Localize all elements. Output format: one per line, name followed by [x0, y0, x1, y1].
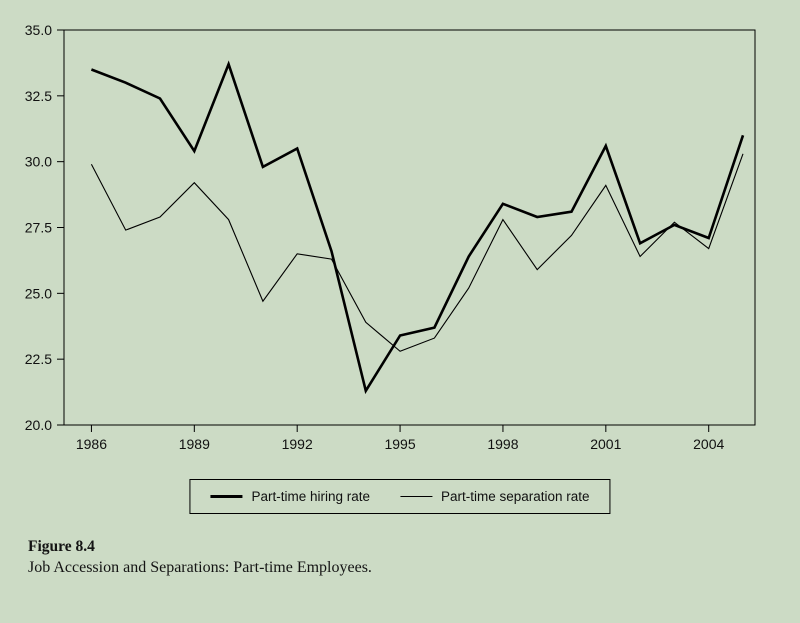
- legend-item-separation-rate: Part-time separation rate: [399, 489, 590, 504]
- thick-line-sample-icon: [210, 495, 243, 498]
- x-tick-label: 1989: [179, 436, 210, 452]
- legend-item-hiring-rate: Part-time hiring rate: [210, 489, 370, 504]
- legend-label: Part-time hiring rate: [251, 489, 370, 504]
- y-tick-label: 22.5: [25, 351, 52, 367]
- figure-number: Figure 8.4: [28, 538, 95, 555]
- plot-border: [63, 29, 756, 426]
- chart-legend: Part-time hiring rate Part-time separati…: [189, 479, 611, 514]
- y-tick-label: 32.5: [25, 88, 52, 104]
- figure-title: Job Accession and Separations: Part-time…: [28, 559, 372, 576]
- y-tick-label: 20.0: [25, 417, 52, 433]
- series-line-hiring: [90, 60, 745, 395]
- x-tick-label: 1986: [76, 436, 107, 452]
- y-tick-label: 27.5: [25, 220, 52, 236]
- legend-label: Part-time separation rate: [440, 489, 590, 504]
- series-line-separation: [90, 153, 744, 352]
- y-tick-label: 35.0: [25, 22, 52, 38]
- x-tick-label: 2004: [693, 436, 724, 452]
- x-tick-label: 1992: [282, 436, 313, 452]
- x-tick-label: 1995: [384, 436, 415, 452]
- x-tick-label: 2001: [590, 436, 621, 452]
- figure-caption-block: Figure 8.4 Job Accession and Separations…: [28, 538, 372, 577]
- x-tick-label: 1998: [487, 436, 518, 452]
- thin-line-sample-icon: [399, 496, 432, 497]
- line-chart: 35.0 32.5 30.0 27.5 25.0 22.5 20.0 1986 1989 1992…: [25, 22, 756, 452]
- y-tick-label: 30.0: [25, 154, 52, 170]
- y-tick-label: 25.0: [25, 285, 52, 301]
